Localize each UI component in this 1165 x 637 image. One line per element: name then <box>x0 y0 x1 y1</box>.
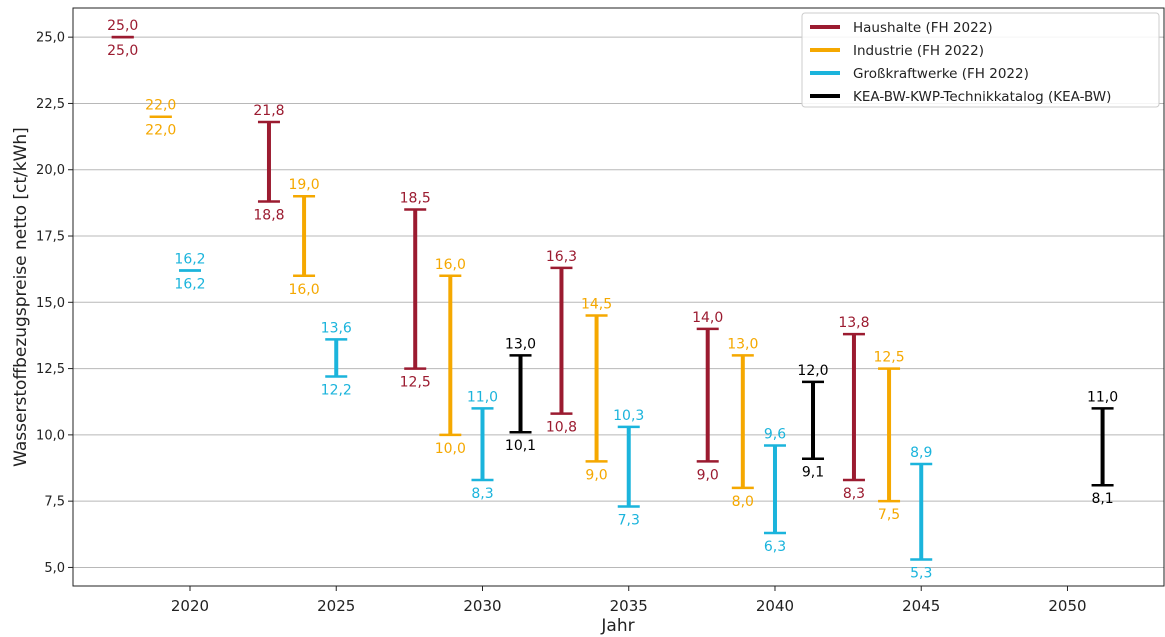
legend: Haushalte (FH 2022) Industrie (FH 2022) Gr… <box>801 12 1160 108</box>
data-label-high: 16,3 <box>546 249 577 265</box>
data-label-high: 11,0 <box>467 389 498 405</box>
legend-label: KEA-BW-KWP-Technikkatalog (KEA-BW) <box>853 89 1111 105</box>
data-label-low: 8,3 <box>843 486 865 502</box>
data-label-low: 12,2 <box>321 383 352 399</box>
data-label-low: 10,1 <box>505 438 536 454</box>
data-label-high: 25,0 <box>107 18 138 34</box>
data-label-low: 18,8 <box>253 208 284 224</box>
data-label-low: 10,0 <box>435 441 466 457</box>
plot-frame <box>72 7 1165 587</box>
data-label-high: 18,5 <box>400 191 431 207</box>
data-label-low: 9,1 <box>802 465 824 481</box>
range-bar <box>842 332 865 482</box>
y-tick-label: 7,5 <box>44 495 65 510</box>
x-tick-label: 2025 <box>317 597 355 615</box>
y-tick-label: 17,5 <box>36 230 65 245</box>
legend-entry: KEA-BW-KWP-Technikkatalog (KEA-BW) <box>810 89 1111 105</box>
data-label-low: 8,1 <box>1091 491 1113 507</box>
y-tick-label: 22,5 <box>36 97 65 112</box>
data-label-low: 5,3 <box>910 565 932 581</box>
data-label-high: 8,9 <box>910 445 932 461</box>
data-label-low: 12,5 <box>400 375 431 391</box>
data-label-high: 14,5 <box>581 297 612 313</box>
range-bars <box>111 35 1114 561</box>
x-axis: 2020 2025 2030 2035 2040 2045 2050 <box>171 586 1087 615</box>
range-bar <box>617 425 640 508</box>
range-bar <box>696 327 719 463</box>
range-bar <box>910 462 933 561</box>
data-label-high: 22,0 <box>145 98 176 114</box>
data-label-high: 14,0 <box>692 310 723 326</box>
legend-label: Großkraftwerke (FH 2022) <box>853 66 1029 82</box>
range-bar <box>550 266 573 415</box>
data-label-high: 13,8 <box>838 315 869 331</box>
y-tick-label: 15,0 <box>36 296 65 311</box>
x-tick-label: 2045 <box>902 597 940 615</box>
data-label-low: 16,0 <box>288 282 319 298</box>
gridlines <box>73 36 1164 568</box>
y-axis: 5,0 7,5 10,0 12,5 15,0 17,5 20,0 22,5 25,0 <box>36 31 73 576</box>
data-label-high: 12,5 <box>873 350 904 366</box>
range-bar <box>325 338 348 378</box>
x-tick-label: 2050 <box>1048 597 1086 615</box>
legend-entry: Großkraftwerke (FH 2022) <box>810 66 1029 82</box>
data-label-low: 16,2 <box>174 276 205 292</box>
data-label-high: 10,3 <box>613 408 644 424</box>
data-label-high: 13,6 <box>321 320 352 336</box>
range-bar <box>439 274 462 437</box>
data-label-low: 6,3 <box>764 539 786 555</box>
y-axis-label: Wasserstoffbezugspreise netto [ct/kWh] <box>11 127 31 467</box>
data-label-high: 13,0 <box>505 336 536 352</box>
legend-label: Industrie (FH 2022) <box>853 43 984 59</box>
range-bar <box>731 354 754 490</box>
x-tick-label: 2030 <box>463 597 501 615</box>
legend-entry: Haushalte (FH 2022) <box>810 20 993 36</box>
legend-entry: Industrie (FH 2022) <box>810 43 984 59</box>
y-tick-label: 5,0 <box>44 561 65 576</box>
data-label-high: 12,0 <box>797 363 828 379</box>
range-bar <box>763 444 786 535</box>
data-label-high: 13,0 <box>727 336 758 352</box>
range-bar <box>802 380 825 460</box>
y-tick-label: 25,0 <box>36 31 65 46</box>
data-label-low: 9,0 <box>585 467 607 483</box>
data-label-high: 16,2 <box>174 251 205 267</box>
range-bar <box>293 194 316 278</box>
range-bar <box>585 314 608 463</box>
data-label-low: 8,3 <box>471 486 493 502</box>
range-bar <box>509 354 532 434</box>
data-label-low: 10,8 <box>546 420 577 436</box>
legend-box <box>801 12 1160 108</box>
range-bar <box>257 120 280 203</box>
x-tick-label: 2020 <box>171 597 209 615</box>
data-label-high: 9,6 <box>764 426 786 442</box>
x-axis-label: Jahr <box>600 616 634 636</box>
legend-label: Haushalte (FH 2022) <box>853 20 993 36</box>
plot-area-border <box>72 7 1165 587</box>
y-tick-label: 20,0 <box>36 163 65 178</box>
x-tick-label: 2040 <box>756 597 794 615</box>
data-label-high: 19,0 <box>288 177 319 193</box>
data-label-low: 7,3 <box>618 512 640 528</box>
data-label-high: 11,0 <box>1087 389 1118 405</box>
range-bar <box>878 367 901 503</box>
x-tick-label: 2035 <box>610 597 648 615</box>
data-label-low: 22,0 <box>145 123 176 139</box>
y-tick-label: 12,5 <box>36 362 65 377</box>
range-bar <box>1091 407 1114 487</box>
data-label-high: 16,0 <box>435 257 466 273</box>
data-label-low: 8,0 <box>732 494 754 510</box>
range-bar <box>404 208 427 370</box>
y-tick-label: 10,0 <box>36 428 65 443</box>
data-label-low: 9,0 <box>697 467 719 483</box>
data-label-high: 21,8 <box>253 103 284 119</box>
data-labels: 25,0 25,0 21,8 18,8 18,5 12,5 16,3 10,8 14,0 9,0 1… <box>107 18 1118 581</box>
data-label-low: 7,5 <box>878 507 900 523</box>
data-label-low: 25,0 <box>107 43 138 59</box>
range-bar <box>471 407 494 482</box>
